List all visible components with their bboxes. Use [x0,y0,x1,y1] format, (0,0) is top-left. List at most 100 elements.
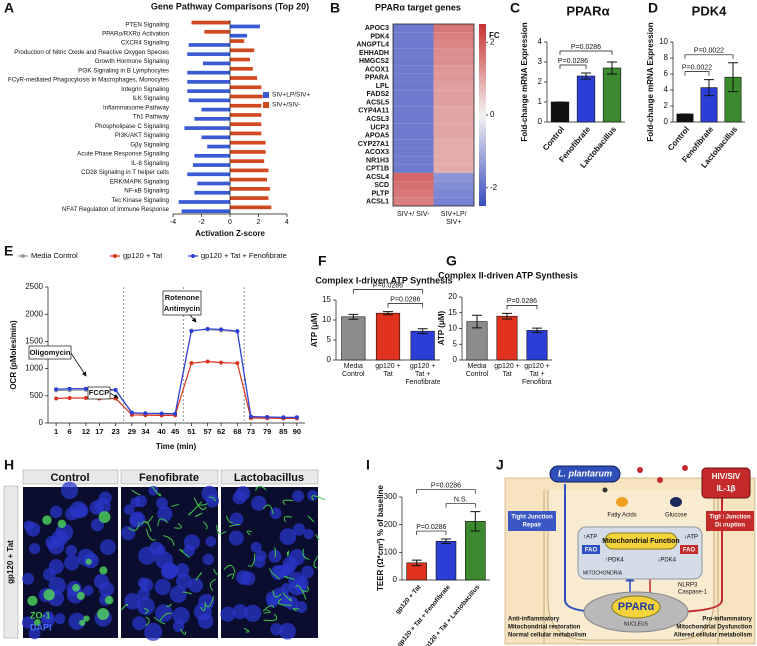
y-tick-label: Inflammasome Pathway [103,104,170,111]
y-tick-label: Th1 Pathway [133,114,170,121]
legend-swatch [263,102,269,108]
bar [192,163,230,167]
junction-stain [145,528,156,541]
y-axis-label: Fold-change mRNA Expression [646,22,655,141]
column-label-box: SIV+/ SIV- [397,211,430,218]
nucleus-stain [154,578,171,596]
bar [207,144,230,149]
junction-stain [243,627,250,633]
nucleus-stain [90,518,104,532]
column-label: Control [50,472,89,484]
y-tick-label: 1000 [25,364,43,373]
legend-label: SIV+/SIV- [272,102,300,109]
y-tick-label: 20 [448,292,457,301]
significance-bracket [559,50,613,55]
y-tick-label: CD28 Signaling in T helper cells [81,169,169,176]
x-tick-label: Media Control [465,363,489,378]
heat-cell [433,40,474,49]
junction-stain [292,607,300,612]
junction-stain [174,522,182,529]
bar [230,103,262,108]
row-label: PLTP [372,190,390,197]
heat-cell [393,181,434,190]
panel-label: I [366,457,370,473]
nucleus-stain [124,593,141,610]
nucleus-stain [144,622,163,641]
x-tick-label: gp120 + Tat [494,363,520,378]
metabolite-label: Fatty Acids [607,513,636,519]
annotation: FCCP [89,388,109,397]
stain-label: DAPI [30,622,52,632]
bar [230,150,266,154]
y-tick-label: 10 [448,324,457,333]
x-tick-label: 34 [141,427,150,436]
junction-stain [144,515,154,524]
y-tick-label: 15 [448,308,457,317]
bar [187,70,230,75]
junction-stain [131,489,141,495]
nucleus-stain [289,581,304,596]
bar [230,76,258,80]
junction-stain [99,566,108,575]
significance-bracket [352,289,424,294]
x-tick-label: 57 [203,427,211,436]
nucleus-stain [28,542,41,555]
panel-label: G [446,253,457,269]
nucleus-stain [250,541,262,553]
heat-cell [393,123,434,132]
heat-cell [433,148,474,157]
heat-cell [433,73,474,82]
junction-stain [159,612,173,622]
y-tick-label: 200 [384,520,398,529]
point [189,329,194,334]
error-bar [470,511,481,532]
heat-cell [433,90,474,99]
junction-stain [216,525,227,535]
chart-title: Gene Pathway Comparisons (Top 20) [151,1,309,11]
x-axis-label: Activation Z-score [195,229,265,238]
nucleus-stain [292,523,306,536]
x-tick-label: -4 [170,219,176,226]
y-tick-label: PTEN Signaling [125,21,169,28]
junction-stain [286,550,290,557]
x-tick-label: 6 [68,427,72,436]
x-tick-label: 51 [187,427,195,436]
disruption-box [706,511,754,531]
colorbar [479,24,486,206]
x-tick-label: 17 [95,427,103,436]
nucleus-stain [64,554,80,571]
panel-label: J [496,457,504,473]
x-tick-label: 73 [247,427,255,436]
heat-cell [393,24,434,33]
nucleus-stain [279,528,297,546]
significance-label: P=0.0286 [431,483,461,490]
y-tick-label: 0 [453,355,458,364]
colorbar-tick-label: 0 [490,110,495,119]
point [83,386,88,391]
y-tick-label: 6 [664,69,669,78]
error-bar [532,327,542,334]
significance-bracket [387,303,424,308]
bar [230,205,272,210]
nucleus-stain [292,490,305,503]
point [83,395,88,400]
nucleus-stain [129,512,145,528]
nucleus-stain [47,538,65,555]
bar [194,153,230,158]
junction-stain [33,618,41,626]
x-tick-label-box: gp120 + Tat [494,363,520,378]
error-bar [581,72,591,80]
outcome: Pro-inflammatory [702,617,752,623]
legend-marker [113,254,117,258]
nucleus-stain [65,544,78,557]
repair-box [508,511,556,531]
junction-stain [85,558,92,565]
heat-cell [393,48,434,58]
nucleus-stain [169,585,187,603]
y-tick-label: PI3K/AKT Signaling [115,132,170,139]
x-tick-label: 85 [279,427,287,436]
junction-stain [263,613,278,621]
row-header [3,485,19,639]
point [113,387,118,392]
legend-label: gp120 + Tat [123,251,163,260]
